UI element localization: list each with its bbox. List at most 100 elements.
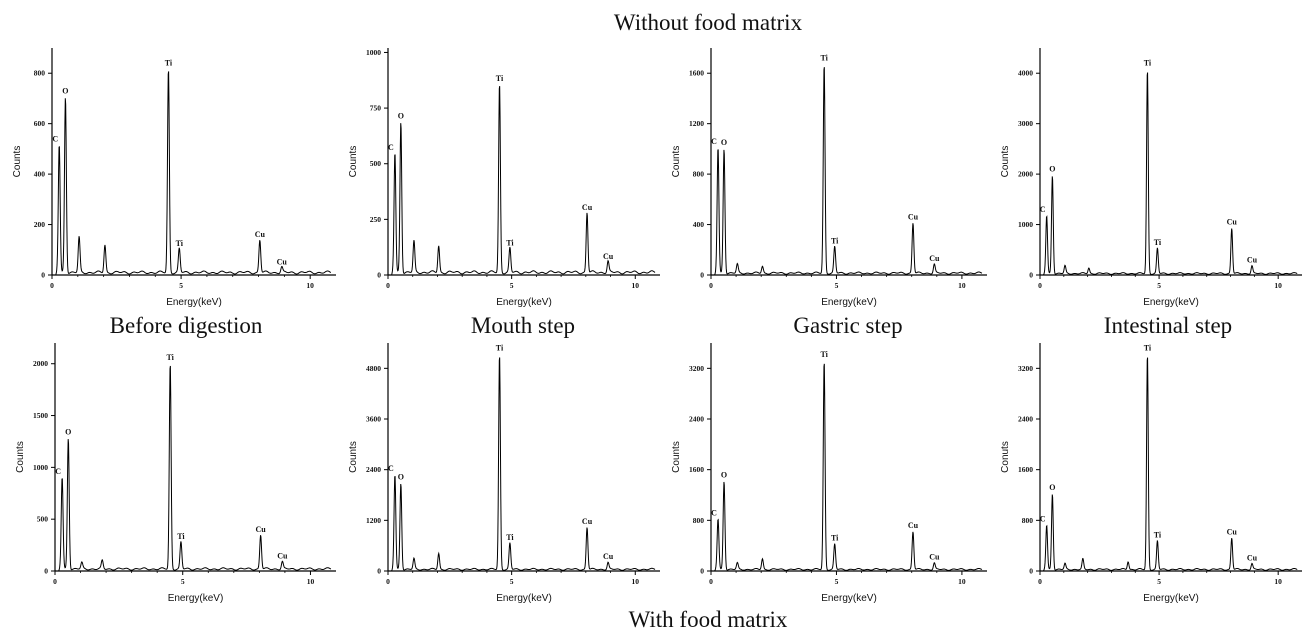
peak-label: Ti xyxy=(1154,238,1162,247)
peak-label: O xyxy=(1049,483,1055,492)
spectrum-line xyxy=(391,86,656,275)
step-label-mouth: Mouth step xyxy=(471,313,575,338)
peak-label: Cu xyxy=(255,230,266,239)
x-axis-label: Energy(keV) xyxy=(496,593,552,604)
y-tick-label: 1200 xyxy=(366,516,381,525)
y-tick-label: 0 xyxy=(1029,567,1033,576)
peak-label: Ti xyxy=(831,237,839,246)
peak-label: Cu xyxy=(908,521,919,530)
x-axis-label: Energy(keV) xyxy=(166,297,222,308)
y-tick-label: 0 xyxy=(377,567,381,576)
x-axis-label: Energy(keV) xyxy=(1143,297,1199,308)
peak-label: Cu xyxy=(582,517,593,526)
spectrum-line xyxy=(55,71,332,275)
y-tick-label: 0 xyxy=(700,567,704,576)
y-tick-label: 800 xyxy=(693,516,705,525)
y-axis-label: Conuts xyxy=(1000,441,1011,473)
y-tick-label: 250 xyxy=(370,215,382,224)
peak-label: O xyxy=(65,427,71,436)
x-tick-label: 5 xyxy=(510,577,514,586)
x-tick-label: 10 xyxy=(632,281,640,290)
peak-label: C xyxy=(1040,205,1046,214)
x-tick-label: 0 xyxy=(1038,281,1042,290)
x-tick-label: 5 xyxy=(1157,577,1161,586)
peak-label: Cu xyxy=(603,252,614,261)
spectrum-chart-1: 0 200 400 600 800 0 5 10 Energy(keV) Counts C O Ti Ti… xyxy=(12,48,336,308)
x-tick-label: 5 xyxy=(510,281,514,290)
x-tick-label: 5 xyxy=(179,281,183,290)
peak-label: C xyxy=(52,134,58,143)
peak-label: C xyxy=(388,464,394,473)
peak-label: Ti xyxy=(496,344,504,353)
peak-label: Ti xyxy=(506,239,514,248)
x-tick-label: 10 xyxy=(307,577,315,586)
y-tick-label: 0 xyxy=(1029,271,1033,280)
peak-label: Cu xyxy=(929,553,940,562)
peak-label: Cu xyxy=(1227,218,1238,227)
peak-label: Ti xyxy=(177,532,185,541)
y-tick-label: 0 xyxy=(377,271,381,280)
y-axis-label: Counts xyxy=(1000,146,1011,178)
x-tick-label: 5 xyxy=(835,281,839,290)
y-axis-label: Counts xyxy=(348,146,359,178)
peak-label: C xyxy=(711,137,717,146)
y-tick-label: 0 xyxy=(41,271,45,280)
y-tick-label: 3000 xyxy=(1018,119,1033,128)
y-tick-label: 750 xyxy=(370,104,382,113)
peak-label: C xyxy=(388,143,394,152)
step-label-intestinal: Intestinal step xyxy=(1104,313,1232,338)
y-tick-label: 2400 xyxy=(366,465,381,474)
y-tick-label: 1000 xyxy=(33,463,48,472)
spectrum-chart-8: 0 800 1600 2400 3200 0 5 10 Energy(keV) Conuts C O T… xyxy=(1000,343,1302,604)
y-tick-label: 0 xyxy=(44,567,48,576)
spectrum-line xyxy=(714,67,983,275)
y-tick-label: 2000 xyxy=(1018,170,1033,179)
spectrum-line xyxy=(58,365,332,571)
x-tick-label: 0 xyxy=(709,577,713,586)
peak-label: C xyxy=(55,467,61,476)
y-tick-label: 400 xyxy=(34,170,46,179)
y-axis-label: Counts xyxy=(348,441,359,473)
peak-label: Cu xyxy=(1247,255,1258,264)
y-tick-label: 800 xyxy=(34,69,46,78)
y-tick-label: 2000 xyxy=(33,359,48,368)
spectrum-line xyxy=(1043,72,1298,275)
x-axis-label: Energy(keV) xyxy=(1143,593,1199,604)
peak-label: O xyxy=(398,472,404,481)
peak-label: Cu xyxy=(582,203,593,212)
y-tick-label: 3200 xyxy=(1018,364,1033,373)
peak-label: Cu xyxy=(256,525,267,534)
x-tick-label: 0 xyxy=(386,281,390,290)
y-tick-label: 500 xyxy=(370,159,382,168)
spectrum-chart-5: 0 500 1000 1500 2000 0 5 10 Energy(keV) Counts C O T… xyxy=(15,343,336,604)
step-label-gastric: Gastric step xyxy=(793,313,902,338)
y-axis-label: Counts xyxy=(671,441,682,473)
y-tick-label: 2400 xyxy=(1018,415,1033,424)
x-tick-label: 0 xyxy=(53,577,57,586)
x-tick-label: 0 xyxy=(1038,577,1042,586)
y-tick-label: 1500 xyxy=(33,411,48,420)
x-tick-label: 0 xyxy=(386,577,390,586)
x-tick-label: 10 xyxy=(1274,577,1282,586)
x-axis-label: Energy(keV) xyxy=(821,297,877,308)
x-tick-label: 10 xyxy=(632,577,640,586)
peak-label: Ti xyxy=(1144,344,1152,353)
peak-label: Cu xyxy=(908,213,919,222)
x-tick-label: 0 xyxy=(709,281,713,290)
y-tick-label: 3200 xyxy=(689,364,704,373)
peak-label: Cu xyxy=(1227,527,1238,536)
peak-label: Cu xyxy=(1247,553,1258,562)
peak-label: Ti xyxy=(506,533,514,542)
x-tick-label: 10 xyxy=(1274,281,1282,290)
peak-label: O xyxy=(398,112,404,121)
peak-label: Cu xyxy=(929,254,940,263)
peak-label: Ti xyxy=(831,534,839,543)
peak-label: Ti xyxy=(165,59,173,68)
peak-label: O xyxy=(62,86,68,95)
y-axis-label: Counts xyxy=(12,146,23,178)
y-tick-label: 600 xyxy=(34,119,46,128)
y-tick-label: 200 xyxy=(34,220,46,229)
peak-label: Cu xyxy=(603,552,614,561)
x-tick-label: 5 xyxy=(1157,281,1161,290)
y-tick-label: 1600 xyxy=(1018,465,1033,474)
